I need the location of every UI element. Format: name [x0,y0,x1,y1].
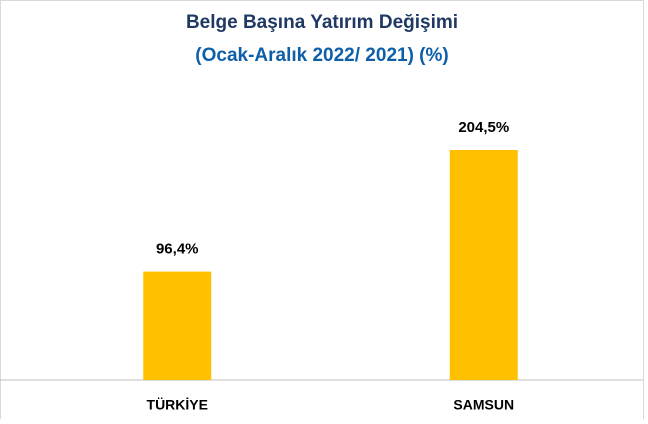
chart-title: Belge Başına Yatırım Değişimi [186,12,458,33]
bar [449,150,518,380]
data-label: 204,5% [458,119,509,136]
bar [143,271,212,380]
chart-subtitle: (Ocak-Aralık 2022/ 2021) (%) [195,45,448,66]
x-tick-label: SAMSUN [453,397,514,413]
data-label: 96,4% [156,241,199,258]
x-tick-label: TÜRKİYE [147,397,208,413]
